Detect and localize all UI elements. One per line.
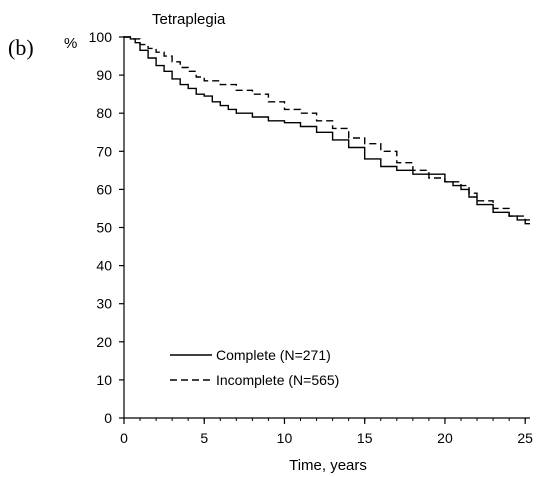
y-tick-label: 20: [96, 334, 112, 350]
x-tick-label: 5: [200, 430, 208, 446]
legend: Complete (N=271) Incomplete (N=565): [170, 347, 339, 388]
y-axis-label: %: [64, 35, 77, 52]
y-tick-label: 100: [89, 29, 113, 45]
y-tick-label: 30: [96, 296, 112, 312]
x-axis-label: Time, years: [289, 457, 367, 474]
x-tick-label: 10: [277, 430, 293, 446]
series-line-incomplete: [124, 36, 530, 221]
panel-label: (b): [8, 35, 34, 60]
y-axis-ticks: 0 10 20 30 40 50 60 70 80 90 100: [89, 29, 124, 426]
chart-title: Tetraplegia: [152, 11, 226, 28]
x-tick-label: 25: [517, 430, 533, 446]
series-layer: [124, 36, 530, 225]
legend-entry-label: Incomplete (N=565): [216, 372, 339, 388]
x-tick-label: 0: [120, 430, 128, 446]
y-tick-label: 50: [96, 220, 112, 236]
x-tick-label: 20: [437, 430, 453, 446]
y-tick-label: 10: [96, 372, 112, 388]
legend-entry-label: Complete (N=271): [216, 347, 331, 363]
x-axis-ticks: 0 5 10 15 20 25: [120, 418, 533, 446]
x-tick-label: 15: [357, 430, 373, 446]
series-line-complete: [124, 36, 530, 225]
y-tick-label: 0: [104, 410, 112, 426]
y-tick-label: 70: [96, 143, 112, 159]
y-tick-label: 80: [96, 105, 112, 121]
y-tick-label: 90: [96, 67, 112, 83]
y-tick-label: 40: [96, 258, 112, 274]
y-tick-label: 60: [96, 181, 112, 197]
